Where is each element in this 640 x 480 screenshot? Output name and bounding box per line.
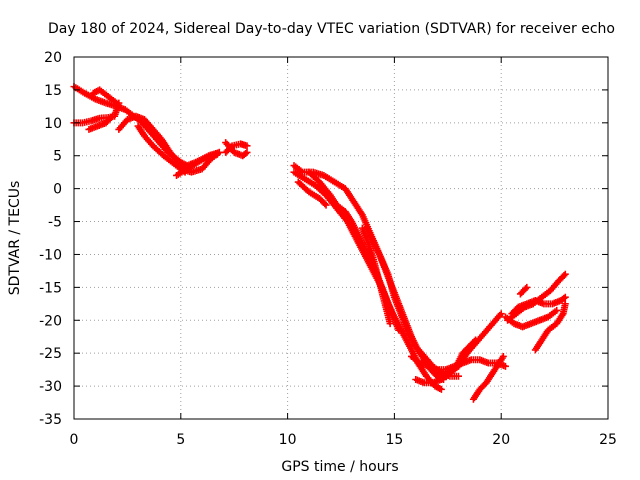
series-trace-d [89, 86, 121, 107]
data-point [215, 148, 223, 156]
data-point [561, 293, 569, 301]
data-point [499, 352, 507, 360]
x-tick-label: 15 [385, 432, 403, 448]
data-point [108, 112, 116, 120]
y-tick-label: 15 [44, 83, 62, 99]
data-layer [70, 83, 569, 403]
data-point [322, 201, 330, 209]
data-point [501, 362, 509, 370]
y-tick-label: 20 [44, 50, 62, 66]
series-trace-r [444, 336, 480, 377]
y-tick-label: -20 [39, 313, 62, 329]
data-point [472, 336, 480, 344]
series-trace-m [305, 168, 403, 334]
series-trace-v [508, 293, 569, 318]
plot-frame [73, 56, 609, 420]
data-point [470, 337, 478, 345]
data-point [454, 372, 462, 380]
x-tick-label: 25 [599, 432, 617, 448]
tick-layer: 0 5 10 15 20 25 -35 -30 -25 -20 -15 -10 -5 0 5 10 15 20 [39, 50, 617, 448]
y-tick-label: 5 [53, 149, 62, 165]
series-trace-g [173, 148, 223, 179]
y-tick-label: -30 [39, 379, 62, 395]
series-trace-i [222, 139, 251, 160]
grid-layer [74, 57, 608, 419]
data-point [242, 150, 250, 158]
series-trace-l [294, 178, 330, 209]
x-axis-label: GPS time / hours [281, 459, 398, 475]
data-point [560, 294, 568, 302]
y-tick-label: 10 [44, 116, 62, 132]
x-tick-label: 20 [492, 432, 510, 448]
x-tick-label: 0 [70, 432, 79, 448]
series-trace-c [85, 112, 116, 133]
data-point [523, 283, 531, 291]
y-tick-label: -35 [39, 412, 62, 428]
data-point [561, 270, 569, 278]
data-point [522, 285, 530, 293]
y-tick-label: -15 [39, 280, 62, 296]
data-point [553, 306, 561, 314]
series-trace-x [531, 300, 569, 354]
y-tick-label: 0 [53, 182, 62, 198]
chart-title: Day 180 of 2024, Sidereal Day-to-day VTE… [48, 21, 615, 37]
data-point [321, 200, 329, 208]
x-tick-label: 5 [176, 432, 185, 448]
series-trace-w [516, 283, 531, 298]
data-point [561, 300, 569, 308]
data-point [243, 142, 251, 150]
y-axis-label: SDTVAR / TECUs [7, 181, 23, 296]
series-trace-o [363, 224, 448, 384]
y-tick-label: -25 [39, 346, 62, 362]
data-point [243, 148, 251, 156]
data-point [395, 326, 403, 334]
data-point [497, 310, 505, 318]
data-point [437, 385, 445, 393]
data-point [107, 114, 115, 122]
y-tick-label: -10 [39, 247, 62, 263]
data-point [113, 99, 121, 107]
y-tick-label: -5 [48, 215, 62, 231]
data-point [386, 320, 394, 328]
data-point [560, 272, 568, 280]
series-trace-s [469, 352, 507, 403]
x-tick-label: 10 [279, 432, 297, 448]
